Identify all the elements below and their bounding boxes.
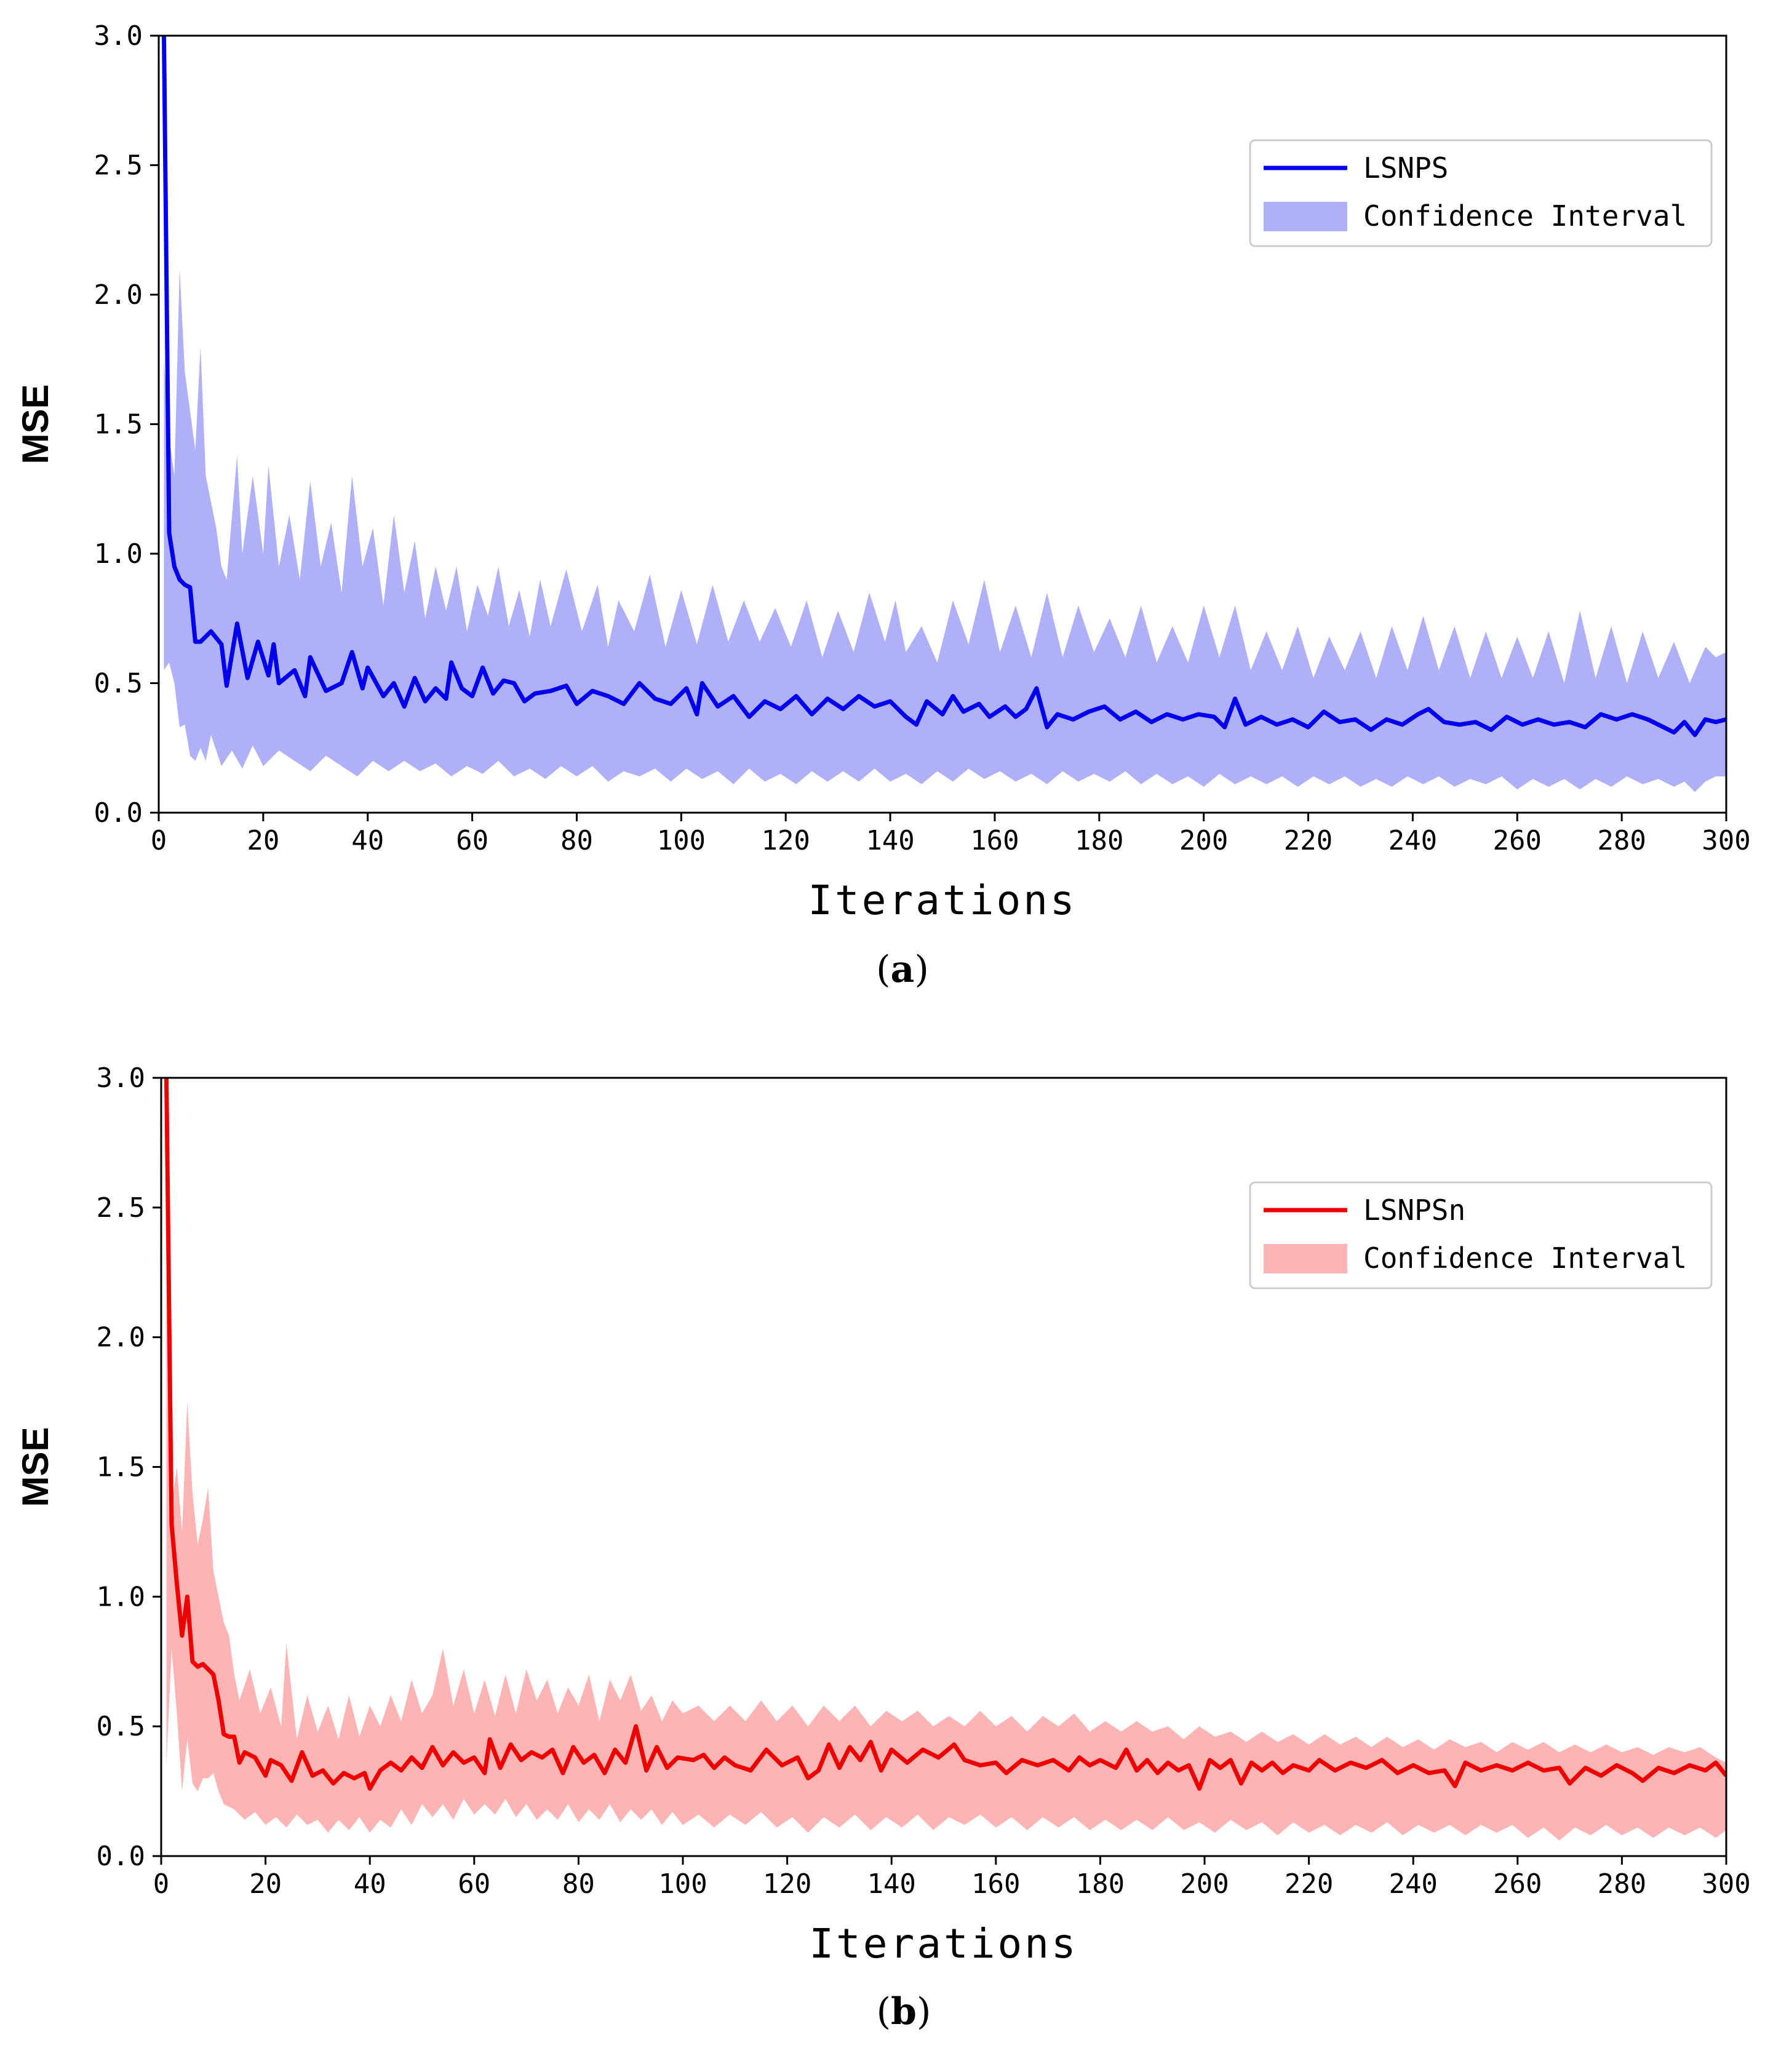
confidence-band <box>166 1233 1726 1841</box>
legend-band-swatch <box>1264 1244 1347 1273</box>
confidence-band <box>164 268 1726 792</box>
panel-a: 0 20 40 60 80 100 120 140 160 180 200 220 240 260 280 3… <box>15 20 1751 991</box>
x-axis-label: Iterations <box>808 877 1077 924</box>
y-tick-label: 0.5 <box>94 668 143 699</box>
x-tick-label: 40 <box>354 1868 386 1900</box>
y-tick-label: 1.5 <box>94 409 143 440</box>
x-tick-label: 240 <box>1388 825 1437 856</box>
x-tick-label: 60 <box>456 825 488 856</box>
legend-label-series: LSNPS <box>1363 151 1448 185</box>
x-tick-label: 80 <box>562 1868 595 1900</box>
panel-caption: (a) <box>876 948 929 991</box>
y-axis-label: MSE <box>15 384 56 464</box>
x-tick-label: 260 <box>1493 1868 1542 1900</box>
x-tick-label: 240 <box>1388 1868 1437 1900</box>
x-tick-label: 160 <box>971 1868 1020 1900</box>
x-tick-label: 260 <box>1493 825 1542 856</box>
x-tick-label: 40 <box>351 825 384 856</box>
x-tick-label: 200 <box>1179 825 1228 856</box>
x-tick-label: 280 <box>1597 825 1646 856</box>
panel-b: 0 20 40 60 80 100 120 140 160 180 200 220 240 260 280 3… <box>15 1062 1751 2033</box>
x-tick-label: 0 <box>151 825 167 856</box>
x-tick-label: 20 <box>249 1868 282 1900</box>
caption-panel-letter: b <box>891 1990 917 2033</box>
x-tick-label: 300 <box>1702 1868 1750 1900</box>
x-axis-label: Iterations <box>809 1920 1078 1967</box>
caption-open-paren: ( <box>877 1990 891 2033</box>
legend-label-band: Confidence Interval <box>1363 1241 1687 1275</box>
legend-band-swatch <box>1264 202 1347 231</box>
x-tick-label: 120 <box>763 1868 811 1900</box>
y-tick-label: 1.5 <box>97 1452 145 1483</box>
x-tick-label: 180 <box>1075 825 1123 856</box>
caption-close-paren: ) <box>914 948 928 991</box>
x-tick-label: 220 <box>1285 1868 1333 1900</box>
legend-label-series: LSNPSn <box>1363 1193 1465 1227</box>
x-tick-label: 140 <box>867 1868 915 1900</box>
caption-close-paren: ) <box>917 1990 931 2033</box>
y-axis-label: MSE <box>15 1427 56 1507</box>
x-tick-label: 220 <box>1284 825 1333 856</box>
y-tick-label: 2.0 <box>97 1322 145 1353</box>
mean-line <box>164 1078 1726 1791</box>
y-tick-label: 1.0 <box>97 1581 145 1612</box>
x-tick-label: 140 <box>866 825 914 856</box>
x-tick-label: 200 <box>1180 1868 1229 1900</box>
legend-box <box>1249 139 1713 247</box>
mean-line <box>161 36 1726 738</box>
x-tick-label: 80 <box>560 825 593 856</box>
x-tick-label: 20 <box>247 825 279 856</box>
x-tick-label: 100 <box>658 1868 707 1900</box>
x-tick-label: 180 <box>1076 1868 1125 1900</box>
x-tick-label: 280 <box>1598 1868 1646 1900</box>
y-tick-label: 0.0 <box>94 797 143 829</box>
y-tick-label: 0.0 <box>97 1841 145 1872</box>
panel-caption: (b) <box>877 1990 931 2033</box>
y-tick-label: 1.0 <box>94 538 143 570</box>
y-tick-label: 3.0 <box>94 20 143 52</box>
y-tick-label: 2.0 <box>94 279 143 311</box>
legend-label-band: Confidence Interval <box>1363 199 1687 233</box>
x-tick-label: 100 <box>657 825 706 856</box>
x-tick-label: 120 <box>761 825 810 856</box>
x-tick-label: 60 <box>458 1868 490 1900</box>
legend-box <box>1249 1181 1713 1289</box>
caption-open-paren: ( <box>876 948 890 991</box>
y-tick-label: 0.5 <box>97 1711 145 1742</box>
x-tick-label: 160 <box>970 825 1019 856</box>
y-tick-label: 3.0 <box>97 1062 145 1094</box>
x-tick-label: 300 <box>1702 825 1750 856</box>
x-tick-label: 0 <box>153 1868 170 1900</box>
y-tick-label: 2.5 <box>94 150 143 181</box>
caption-panel-letter: a <box>891 948 915 991</box>
y-tick-label: 2.5 <box>97 1192 145 1224</box>
